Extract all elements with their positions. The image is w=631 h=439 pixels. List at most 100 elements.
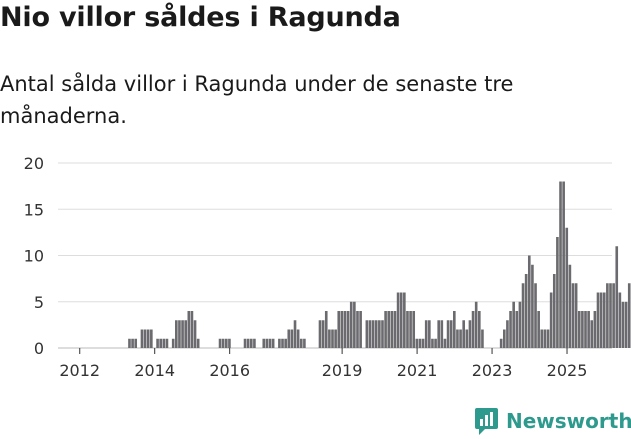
x-tick-label-2012: 2012 (59, 361, 100, 380)
bar-103 (381, 320, 384, 348)
x-tick-label-2014: 2014 (134, 361, 175, 380)
bar-170 (590, 320, 594, 348)
bar-128 (459, 329, 462, 348)
bar-146 (515, 311, 519, 348)
bar-93 (349, 301, 353, 348)
bar-144 (509, 311, 512, 348)
bar-158 (552, 274, 556, 348)
bar-70 (278, 338, 281, 348)
x-tick-label-2023: 2023 (472, 361, 513, 380)
bar-157 (549, 292, 553, 348)
bar-150 (527, 255, 531, 348)
x-tick-label-2019: 2019 (322, 361, 363, 380)
bar-179 (618, 292, 622, 348)
bar-175 (606, 283, 609, 348)
bar-62 (253, 338, 256, 348)
y-tick-label-10: 10 (24, 247, 44, 266)
bar-169 (587, 311, 590, 348)
bar-37 (175, 320, 178, 348)
bar-66 (265, 338, 269, 348)
bar-115 (418, 338, 422, 348)
bar-24 (134, 338, 138, 348)
bar-132 (471, 311, 475, 348)
bar-59 (243, 338, 247, 348)
bar-145 (512, 301, 515, 348)
bar-73 (287, 329, 291, 348)
bar-77 (299, 338, 303, 348)
bar-166 (577, 311, 581, 348)
bar-147 (518, 301, 522, 348)
bar-126 (453, 311, 456, 348)
bar-141 (499, 338, 503, 348)
bar-110 (403, 292, 406, 348)
chart-subtitle: Antal sålda villor i Ragunda under de se… (0, 72, 514, 128)
newsworthy-icon (475, 407, 498, 435)
bar-72 (284, 338, 287, 348)
bar-164 (571, 283, 575, 348)
bar-120 (434, 338, 437, 348)
bar-124 (446, 320, 450, 348)
bar-167 (581, 311, 584, 348)
bar-94 (353, 301, 356, 348)
bar-114 (415, 338, 419, 348)
bar-96 (359, 311, 362, 348)
bar-149 (524, 274, 528, 348)
bar-90 (340, 311, 344, 348)
bar-67 (268, 338, 272, 348)
bar-89 (337, 311, 341, 348)
bar-135 (481, 329, 484, 348)
y-tick-label-20: 20 (24, 154, 44, 173)
bar-86 (328, 329, 331, 348)
bar-60 (246, 338, 250, 348)
bar-76 (296, 329, 300, 348)
bar-131 (468, 320, 472, 348)
bar-122 (440, 320, 444, 348)
bar-148 (521, 283, 525, 348)
bar-159 (556, 237, 559, 348)
bar-162 (565, 227, 569, 348)
bar-104 (384, 311, 387, 348)
bar-39 (181, 320, 184, 348)
y-tick-label-5: 5 (34, 293, 44, 312)
bar-173 (599, 292, 603, 348)
bar-38 (178, 320, 181, 348)
bar-152 (534, 283, 537, 348)
bar-182 (627, 283, 631, 348)
bar-161 (562, 181, 565, 348)
bar-181 (624, 301, 628, 348)
x-tick-label-2016: 2016 (209, 361, 250, 380)
bar-29 (150, 329, 153, 348)
bar-51 (218, 338, 222, 348)
bar-107 (393, 311, 397, 348)
bar-127 (456, 329, 459, 348)
bar-54 (228, 338, 231, 348)
bar-65 (262, 338, 266, 348)
bar-27 (143, 329, 147, 348)
bar-78 (303, 338, 306, 348)
bar-121 (437, 320, 441, 348)
bar-95 (356, 311, 359, 348)
chart-title: Nio villor såldes i Ragunda (0, 2, 401, 33)
bar-34 (165, 338, 169, 348)
bar-43 (193, 320, 197, 348)
bar-42 (190, 311, 194, 348)
bar-92 (346, 311, 350, 348)
bar-155 (543, 329, 547, 348)
bar-151 (531, 264, 534, 348)
bar-101 (374, 320, 378, 348)
bar-74 (290, 329, 294, 348)
bar-123 (443, 338, 447, 348)
bar-32 (159, 338, 163, 348)
bar-61 (249, 338, 253, 348)
bar-113 (412, 311, 416, 348)
bar-180 (621, 301, 625, 348)
bar-106 (390, 311, 394, 348)
y-tick-label-15: 15 (24, 200, 44, 219)
bar-99 (368, 320, 372, 348)
bar-41 (187, 311, 191, 348)
bar-154 (540, 329, 544, 348)
bar-98 (365, 320, 369, 348)
bar-125 (449, 320, 453, 348)
bar-36 (171, 338, 175, 348)
x-tick-label-2021: 2021 (397, 361, 438, 380)
